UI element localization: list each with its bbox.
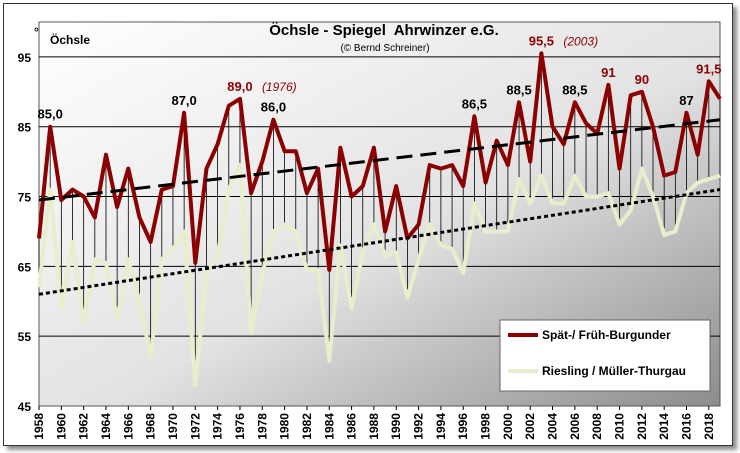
annotation-2003: 95,5 [529, 33, 554, 48]
trendline-1 [38, 188, 721, 296]
annotation-2009: 91 [601, 65, 615, 80]
legend-label-series-1: Riesling / Müller-Thurgau [542, 364, 686, 378]
chart-title: Öchsle - Spiegel Ahrwinzer e.G. [269, 22, 499, 39]
x-tick-label-1980: 1980 [278, 413, 292, 440]
x-tick-label-1986: 1986 [345, 413, 359, 440]
annotation-2012: 90 [635, 72, 649, 87]
x-tick-label-1996: 1996 [456, 413, 470, 440]
x-tick-label-1992: 1992 [412, 413, 426, 440]
oechsle-chart: 45 55 65 75 85 95 1958 1960 1962 1964 1966 1968 197… [18, 21, 722, 440]
x-tick-label-2012: 2012 [635, 413, 649, 440]
x-tick-label-1982: 1982 [300, 413, 314, 440]
annotation-note-1976: (1976) [262, 80, 297, 94]
x-tick-label-2000: 2000 [501, 413, 515, 440]
x-tick-label-2010: 2010 [613, 413, 627, 440]
x-tick-label-1958: 1958 [32, 413, 46, 440]
annotation-2006: 88,5 [562, 82, 587, 97]
legend-box [499, 319, 711, 392]
y-tick-label-95: 95 [18, 51, 32, 65]
chart-frame: 45 55 65 75 85 95 1958 1960 1962 1964 1966 1968 197… [3, 3, 733, 446]
annotation-1971: 87,0 [171, 93, 196, 108]
x-tick-label-2004: 2004 [546, 413, 560, 440]
x-tick-label-1966: 1966 [121, 413, 135, 440]
x-tick-label-1964: 1964 [99, 413, 113, 440]
series-line-1 [37, 163, 721, 388]
x-tick-label-1998: 1998 [479, 413, 493, 440]
y-axis-label: Öchsle [50, 32, 90, 47]
annotation-1959: 85,0 [38, 107, 63, 122]
annotation-2001: 88,5 [506, 82, 531, 97]
y-tick-label-85: 85 [18, 121, 32, 135]
legend: Spät-/ Früh-Burgunder Riesling / Müller-… [499, 319, 711, 392]
x-tick-label-2016: 2016 [680, 413, 694, 440]
x-tick-label-1990: 1990 [389, 413, 403, 440]
y-tick-label-75: 75 [18, 191, 32, 205]
x-tick-label-2014: 2014 [657, 413, 671, 440]
x-tick-label-2006: 2006 [568, 413, 582, 440]
chart-subtitle: (© Bernd Schreiner) [340, 43, 429, 54]
x-tick-label-2002: 2002 [523, 413, 537, 440]
x-tick-label-2008: 2008 [590, 413, 604, 440]
annotation-note-2003: (2003) [563, 34, 598, 48]
annotation-1976: 89,0 [227, 79, 252, 94]
x-tick-label-1972: 1972 [188, 413, 202, 440]
annotation-1979: 86,0 [261, 100, 286, 115]
x-tick-label-1970: 1970 [166, 413, 180, 440]
x-tick-label-1960: 1960 [54, 413, 68, 440]
annotation-1997: 86,5 [462, 96, 487, 111]
y-tick-label-65: 65 [18, 260, 32, 274]
trendline-0 [38, 118, 721, 202]
x-tick-label-1962: 1962 [77, 413, 91, 440]
x-tick-label-1984: 1984 [322, 413, 336, 440]
y-tick-label-45: 45 [18, 400, 32, 414]
x-tick-label-1968: 1968 [144, 413, 158, 440]
annotation-2016: 87 [679, 93, 693, 108]
y-axis-degree-symbol: ° [34, 25, 39, 39]
series-line-0 [37, 51, 722, 272]
x-tick-label-1988: 1988 [367, 413, 381, 440]
x-tick-label-2018: 2018 [702, 413, 716, 440]
x-tick-label-1974: 1974 [211, 413, 225, 440]
x-tick-label-1976: 1976 [233, 413, 247, 440]
x-tick-label-1994: 1994 [434, 413, 448, 440]
legend-label-series-0: Spät-/ Früh-Burgunder [542, 328, 671, 342]
y-tick-label-55: 55 [18, 330, 32, 344]
annotation-2018: 91,5 [696, 61, 721, 76]
x-tick-label-1978: 1978 [255, 413, 269, 440]
